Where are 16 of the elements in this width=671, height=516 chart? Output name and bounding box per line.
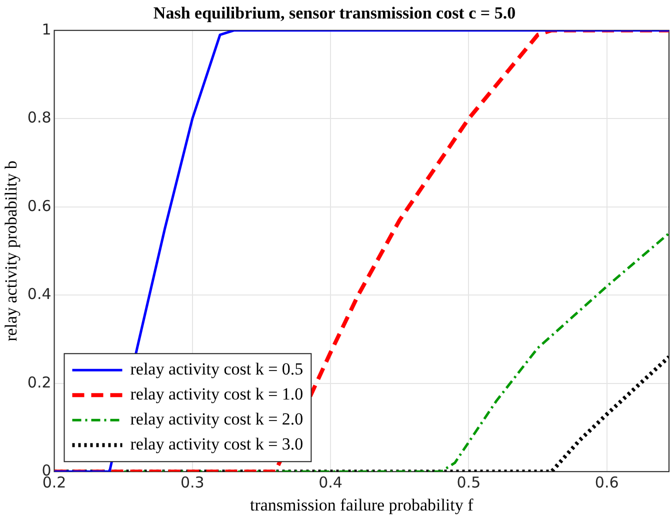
- y-tick-label: 0.2: [27, 373, 52, 392]
- x-tick-label: 0.6: [594, 473, 619, 492]
- y-tick-label: 0.8: [27, 108, 52, 127]
- y-tick-label: 0.6: [27, 196, 52, 215]
- chart-title: Nash equilibrium, sensor transmission cost c = 5.0: [153, 4, 516, 23]
- y-tick-label: 0.4: [27, 285, 52, 304]
- y-tick-label: 1: [42, 20, 52, 38]
- x-axis-title: transmission failure probability f: [250, 495, 474, 514]
- x-tick-label: 0.4: [318, 473, 342, 492]
- legend-label: relay activity cost k = 2.0: [130, 410, 304, 429]
- x-tick-label: 0.5: [456, 473, 481, 492]
- legend-label: relay activity cost k = 3.0: [130, 434, 304, 454]
- x-tick-label: 0.3: [180, 473, 204, 492]
- y-axis-title: relay activity probability b: [2, 160, 21, 342]
- legend-label: relay activity cost k = 0.5: [130, 360, 304, 379]
- legend-label: relay activity cost k = 1.0: [130, 384, 304, 404]
